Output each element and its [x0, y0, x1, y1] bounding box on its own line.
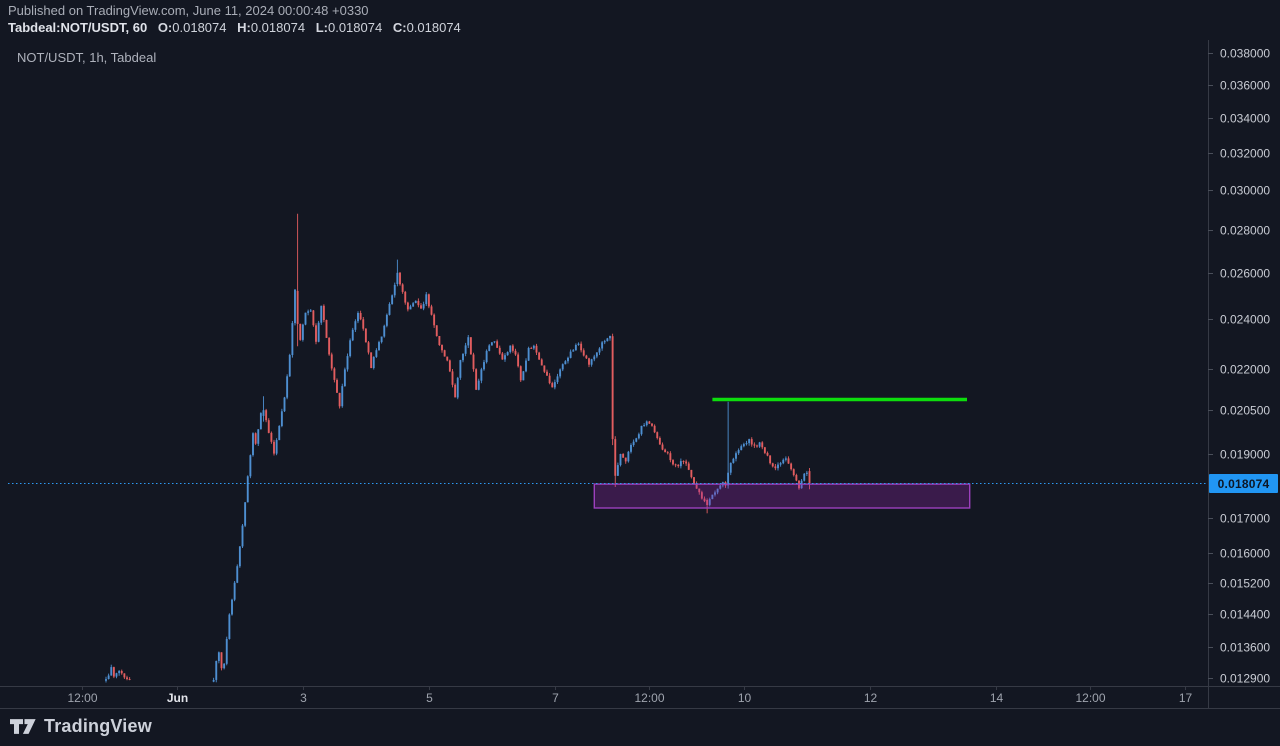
price-tick-label: 0.028000: [1220, 224, 1270, 238]
time-tick-label: 12:00: [1075, 691, 1105, 705]
time-tick-label: 12: [864, 691, 878, 705]
price-tick-label: 0.015200: [1220, 577, 1270, 591]
price-axis[interactable]: [1208, 40, 1280, 686]
tradingview-logo-text: TradingView: [44, 716, 152, 736]
candles-layer: [105, 213, 811, 683]
support-zone-rectangle[interactable]: [593, 483, 971, 509]
low-value: 0.018074: [327, 20, 383, 35]
high-label: H:: [237, 20, 251, 35]
time-tick-label: 12:00: [634, 691, 664, 705]
time-tick-label: 5: [426, 691, 433, 705]
price-tick-label: 0.016000: [1220, 547, 1270, 561]
close-value: 0.018074: [406, 20, 461, 35]
price-tick-label: 0.024000: [1220, 313, 1270, 327]
published-info: Published on TradingView.com, June 11, 2…: [8, 3, 369, 18]
price-tick-label: 0.038000: [1220, 47, 1270, 61]
time-tick-label: 12:00: [67, 691, 97, 705]
price-tick-label: 0.032000: [1220, 147, 1270, 161]
time-tick-label: 17: [1179, 691, 1193, 705]
price-tick-label: 0.034000: [1220, 112, 1270, 126]
last-price-label: 0.018074: [1209, 474, 1278, 493]
tradingview-logo-icon: [10, 719, 36, 734]
open-label: O:: [157, 20, 173, 35]
price-tick-label: 0.020500: [1220, 404, 1270, 418]
close-label: C:: [392, 20, 407, 35]
symbol-ohlc-row: Tabdeal:NOT/USDT, 60 O:0.018074 H:0.0180…: [8, 20, 461, 35]
time-axis[interactable]: [0, 686, 1208, 708]
high-value: 0.018074: [250, 20, 306, 35]
time-tick-label: 14: [990, 691, 1004, 705]
symbol-title: Tabdeal:NOT/USDT, 60: [8, 20, 148, 35]
low-label: L:: [315, 20, 328, 35]
time-tick-label: Jun: [167, 691, 188, 705]
price-tick-label: 0.019000: [1220, 448, 1270, 462]
chart-legend[interactable]: NOT/USDT, 1h, Tabdeal: [17, 50, 157, 65]
price-tick-label: 0.013600: [1220, 641, 1270, 655]
time-tick-label: 3: [300, 691, 307, 705]
open-value: 0.018074: [172, 20, 227, 35]
price-tick-label: 0.030000: [1220, 184, 1270, 198]
price-tick-label: 0.014400: [1220, 608, 1270, 622]
price-tick-label: 0.026000: [1220, 267, 1270, 281]
price-tick-label: 0.022000: [1220, 363, 1270, 377]
price-tick-label: 0.012900: [1220, 672, 1270, 686]
time-tick-label: 7: [552, 691, 559, 705]
price-tick-label: 0.017000: [1220, 512, 1270, 526]
tradingview-logo[interactable]: TradingView: [10, 716, 152, 737]
time-tick-label: 10: [738, 691, 752, 705]
price-tick-label: 0.036000: [1220, 79, 1270, 93]
